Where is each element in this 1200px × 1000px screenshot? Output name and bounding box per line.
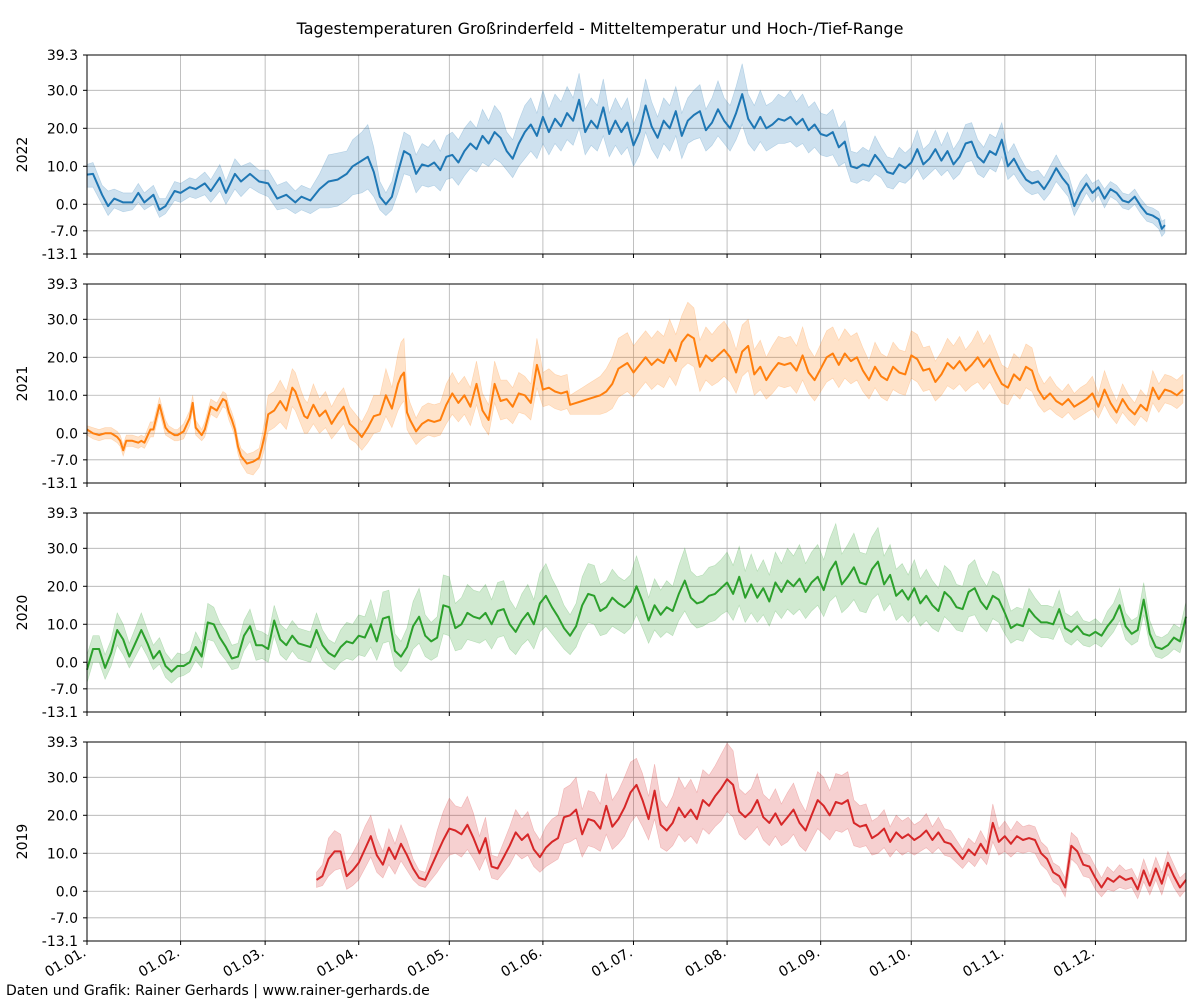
series-2022-mean-line: [86, 93, 1166, 230]
y-tick-label: 30.0: [47, 541, 78, 557]
y-tick-label: 0.0: [56, 655, 78, 671]
series-2019-range-band: [316, 742, 1187, 900]
y-tick-label: -7.0: [51, 453, 78, 469]
x-tick-label: 01.09.: [776, 945, 823, 981]
y-tick-label: 0.0: [56, 197, 78, 213]
axes-frame: [86, 283, 1187, 484]
y-tick-label: -13.1: [42, 705, 78, 721]
x-tick-label: 01.12.: [1051, 945, 1098, 981]
y-tick-label: -13.1: [42, 934, 78, 950]
y-axis-label: 2022: [15, 137, 31, 173]
axes-frame: [86, 741, 1187, 942]
series-2021-mean-line: [86, 333, 1184, 465]
y-tick-label: -7.0: [51, 682, 78, 698]
y-tick-label: 20.0: [47, 121, 78, 137]
axes-frame: [86, 512, 1187, 713]
y-tick-label: 39.3: [47, 735, 78, 751]
x-tick-label: 01.11.: [960, 945, 1007, 981]
series-2021-range-band: [86, 301, 1184, 476]
x-tick-label: 01.03.: [221, 945, 268, 981]
chart-panels: -13.1 -7.0 0.0 10.0 20.0 30.0 39.3 2022 -13.1 -7.…: [15, 48, 1187, 981]
panel-2022: -13.1 -7.0 0.0 10.0 20.0 30.0 39.3 2022: [15, 48, 1187, 263]
x-tick-label: 01.04.: [314, 945, 361, 981]
y-axis-label: 2020: [15, 595, 31, 631]
y-axis-label: 2019: [15, 824, 31, 860]
x-tick-label: 01.02.: [136, 945, 183, 981]
x-tick-label: 01.07.: [589, 945, 636, 981]
y-tick-label: 20.0: [47, 350, 78, 366]
panel-2020: -13.1 -7.0 0.0 10.0 20.0 30.0 39.3 2020: [15, 506, 1187, 721]
y-tick-label: 30.0: [47, 83, 78, 99]
chart-footer: Daten und Grafik: Rainer Gerhards | www.…: [6, 983, 430, 999]
y-tick-label: -7.0: [51, 911, 78, 927]
series-2020-range-band: [86, 522, 1187, 684]
y-tick-label: -7.0: [51, 224, 78, 240]
series-2020-mean-line: [86, 560, 1187, 673]
x-tick-label: 01.01.: [42, 945, 89, 981]
y-tick-label: 0.0: [56, 884, 78, 900]
y-tick-label: 10.0: [47, 617, 78, 633]
y-tick-label: -13.1: [42, 476, 78, 492]
y-tick-label: 10.0: [47, 388, 78, 404]
series-2019-mean-line: [315, 778, 1187, 891]
panel-2019: -13.1 -7.0 0.0 10.0 20.0 30.0 39.3 2019 01.01. 01…: [15, 735, 1187, 981]
y-tick-label: 20.0: [47, 808, 78, 824]
series-2022-range-band: [86, 63, 1166, 238]
y-axis-label: 2021: [15, 366, 31, 402]
y-tick-label: -13.1: [42, 247, 78, 263]
y-tick-label: 39.3: [47, 48, 78, 64]
y-tick-label: 20.0: [47, 579, 78, 595]
y-tick-label: 30.0: [47, 312, 78, 328]
axes-frame: [86, 54, 1187, 255]
panel-2021: -13.1 -7.0 0.0 10.0 20.0 30.0 39.3 2021: [15, 277, 1187, 492]
y-tick-label: 10.0: [47, 159, 78, 175]
chart-title: Tagestemperaturen Großrinderfeld - Mitte…: [296, 19, 904, 38]
y-tick-label: 0.0: [56, 426, 78, 442]
y-tick-label: 10.0: [47, 846, 78, 862]
x-tick-label: 01.05.: [405, 945, 452, 981]
y-tick-label: 39.3: [47, 277, 78, 293]
y-tick-label: 39.3: [47, 506, 78, 522]
x-tick-label: 01.06.: [498, 945, 545, 981]
x-tick-label: 01.10.: [867, 945, 914, 981]
y-tick-label: 30.0: [47, 770, 78, 786]
x-tick-label: 01.08.: [683, 945, 730, 981]
